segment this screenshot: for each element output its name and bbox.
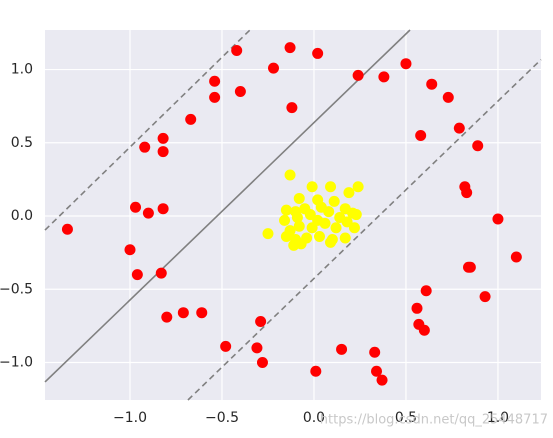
- point: [418, 324, 430, 336]
- point: [330, 222, 342, 234]
- point: [139, 141, 151, 153]
- point: [371, 365, 383, 377]
- point: [286, 102, 298, 114]
- point: [492, 213, 504, 225]
- point: [472, 140, 484, 152]
- point: [352, 181, 364, 193]
- point: [231, 45, 243, 57]
- point: [279, 214, 291, 226]
- point: [411, 302, 423, 314]
- point: [325, 181, 337, 193]
- point: [262, 228, 274, 240]
- point: [124, 244, 136, 256]
- point: [293, 192, 305, 204]
- point: [157, 146, 169, 158]
- point: [420, 285, 432, 297]
- point: [343, 187, 355, 199]
- point: [61, 223, 73, 235]
- point: [306, 181, 318, 193]
- watermark: https://blog.csdn.net/qq_25448717: [320, 413, 548, 428]
- y-tick-label: −0.5: [0, 281, 33, 297]
- point: [352, 69, 364, 81]
- point: [209, 91, 221, 103]
- point: [415, 129, 427, 141]
- point: [284, 42, 296, 54]
- point: [293, 220, 305, 232]
- point: [319, 217, 331, 229]
- point: [376, 374, 388, 386]
- y-tick-label: 0.5: [11, 135, 33, 151]
- point: [336, 343, 348, 355]
- point: [463, 261, 475, 273]
- point: [155, 267, 167, 279]
- point: [400, 58, 412, 70]
- point: [196, 307, 208, 319]
- point: [161, 311, 173, 323]
- point: [326, 233, 338, 245]
- point: [185, 113, 197, 125]
- point: [339, 232, 351, 244]
- point: [453, 122, 465, 134]
- y-tick-label: 1.0: [11, 62, 33, 78]
- point: [312, 47, 324, 59]
- y-tick-label: −1.0: [0, 355, 33, 371]
- point: [142, 207, 154, 219]
- point: [256, 357, 268, 369]
- point: [131, 269, 143, 281]
- point: [284, 169, 296, 181]
- point: [177, 307, 189, 319]
- x-tick-label: 0.0: [303, 410, 325, 426]
- point: [157, 132, 169, 144]
- point: [255, 315, 267, 327]
- point: [220, 340, 232, 352]
- point: [209, 75, 221, 87]
- x-tick-label: 1.0: [487, 410, 509, 426]
- point: [306, 222, 318, 234]
- decision-line: [187, 59, 542, 401]
- point: [157, 203, 169, 215]
- point: [310, 365, 322, 377]
- point: [350, 209, 362, 221]
- decision-line: [44, 29, 251, 231]
- point: [328, 195, 340, 207]
- x-tick-label: −1.0: [113, 410, 147, 426]
- point: [369, 346, 381, 358]
- point: [510, 251, 522, 263]
- point: [291, 211, 303, 223]
- x-tick-label: −0.5: [205, 410, 239, 426]
- x-tick-label: 0.5: [395, 410, 417, 426]
- point: [267, 62, 279, 74]
- point: [378, 71, 390, 83]
- point: [280, 231, 292, 243]
- y-tick-label: 0.0: [11, 208, 33, 224]
- point: [130, 201, 142, 213]
- point: [341, 216, 353, 228]
- point: [426, 78, 438, 90]
- point: [304, 209, 316, 221]
- point: [280, 204, 292, 216]
- point: [442, 91, 454, 103]
- point: [295, 238, 307, 250]
- point: [348, 222, 360, 234]
- point: [479, 291, 491, 303]
- point: [323, 206, 335, 218]
- decision-line: [44, 29, 411, 383]
- point: [234, 86, 246, 98]
- point: [251, 342, 263, 354]
- point: [461, 187, 473, 199]
- point: [313, 231, 325, 243]
